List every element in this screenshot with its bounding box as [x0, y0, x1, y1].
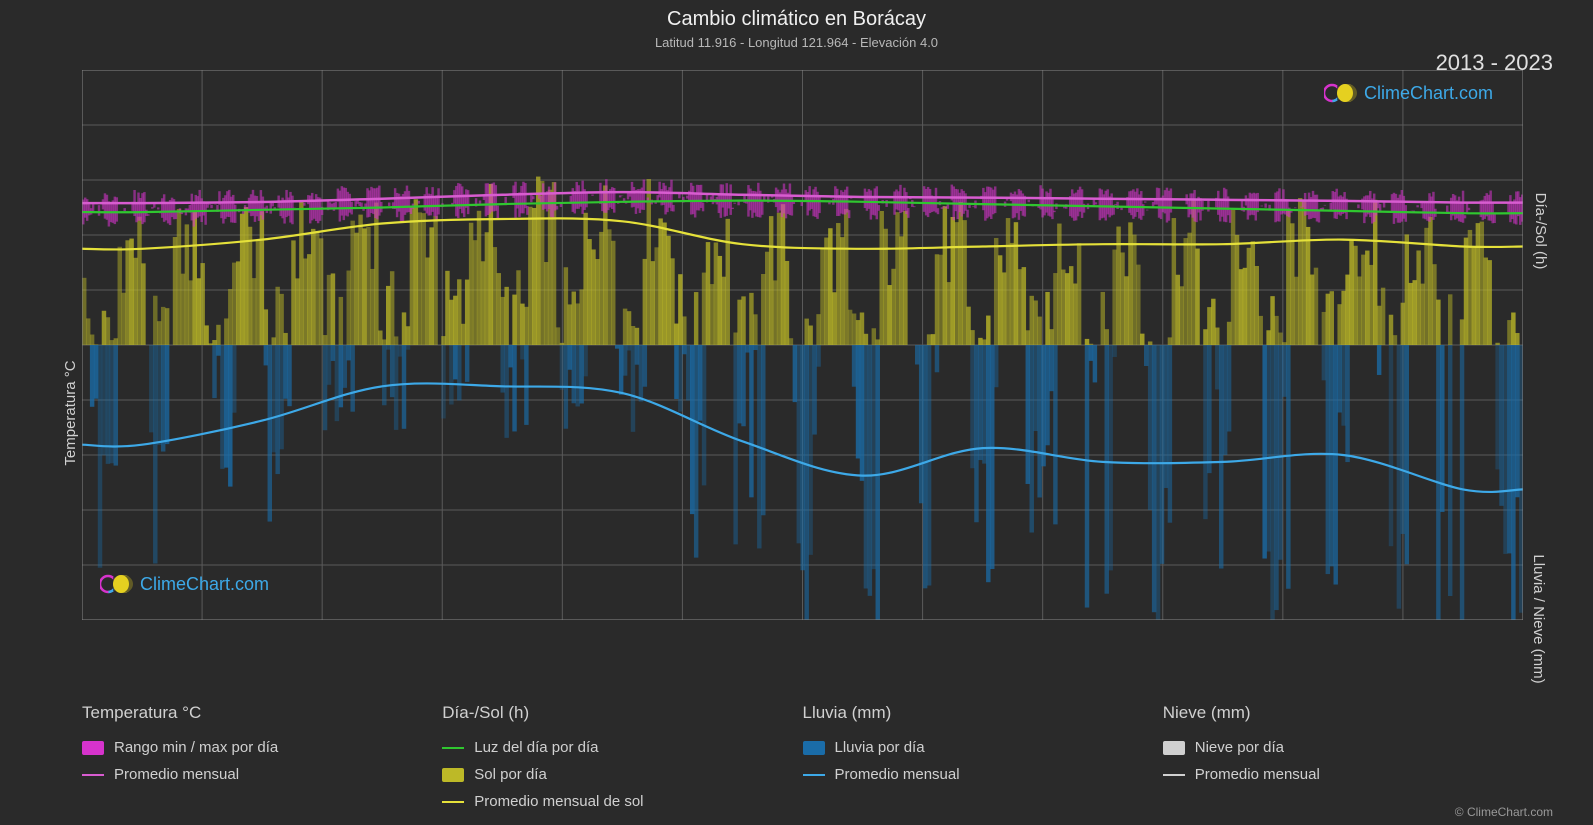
- legend-column: Día-/Sol (h) Luz del día por día Sol por d…: [442, 703, 802, 810]
- legend-label: Promedio mensual: [114, 766, 239, 783]
- legend-item: Rango min / max por día: [82, 739, 442, 756]
- legend-label: Nieve por día: [1195, 739, 1284, 756]
- legend-item: Sol por día: [442, 766, 802, 783]
- legend-item: Luz del día por día: [442, 739, 802, 756]
- legend-title: Lluvia (mm): [803, 703, 1163, 723]
- line-swatch-icon: [1163, 774, 1185, 776]
- legend-column: Lluvia (mm) Lluvia por día Promedio mensua…: [803, 703, 1163, 810]
- legend-item: Promedio mensual: [82, 766, 442, 783]
- legend-label: Promedio mensual: [835, 766, 960, 783]
- brand-text: ClimeChart.com: [1364, 83, 1493, 104]
- swatch-icon: [803, 741, 825, 755]
- line-swatch-icon: [442, 747, 464, 749]
- y-axis-right-bot-label: Lluvia / Nieve (mm): [1530, 554, 1547, 683]
- legend-label: Lluvia por día: [835, 739, 925, 756]
- line-swatch-icon: [442, 801, 464, 803]
- legend-label: Rango min / max por día: [114, 739, 278, 756]
- chart-container: -50-40-30-20-100102030405006121824010203…: [82, 70, 1523, 620]
- legend-column: Temperatura °C Rango min / max por día Pro…: [82, 703, 442, 810]
- line-swatch-icon: [803, 774, 825, 776]
- copyright: © ClimeChart.com: [1455, 805, 1553, 819]
- legend-label: Promedio mensual de sol: [474, 793, 643, 810]
- y-axis-right-top-label: Día-/Sol (h): [1532, 193, 1549, 270]
- climechart-logo-icon: [100, 573, 136, 595]
- chart-subtitle: Latitud 11.916 - Longitud 121.964 - Elev…: [0, 31, 1593, 50]
- legend-title: Día-/Sol (h): [442, 703, 802, 723]
- brand-text: ClimeChart.com: [140, 574, 269, 595]
- legend-item: Lluvia por día: [803, 739, 1163, 756]
- legend-label: Luz del día por día: [474, 739, 598, 756]
- line-swatch-icon: [82, 774, 104, 776]
- brand-logo-top: ClimeChart.com: [1324, 82, 1493, 104]
- legend-item: Promedio mensual: [803, 766, 1163, 783]
- chart-svg: -50-40-30-20-100102030405006121824010203…: [82, 70, 1523, 620]
- swatch-icon: [82, 741, 104, 755]
- legend-label: Sol por día: [474, 766, 547, 783]
- chart-title: Cambio climático en Borácay: [0, 0, 1593, 31]
- legend-item: Nieve por día: [1163, 739, 1523, 756]
- swatch-icon: [442, 768, 464, 782]
- legend-title: Temperatura °C: [82, 703, 442, 723]
- legend-item: Promedio mensual de sol: [442, 793, 802, 810]
- legend-column: Nieve (mm) Nieve por día Promedio mensual: [1163, 703, 1523, 810]
- brand-logo-bottom: ClimeChart.com: [100, 573, 269, 595]
- legend-item: Promedio mensual: [1163, 766, 1523, 783]
- climechart-logo-icon: [1324, 82, 1360, 104]
- legend-title: Nieve (mm): [1163, 703, 1523, 723]
- swatch-icon: [1163, 741, 1185, 755]
- legend: Temperatura °C Rango min / max por día Pro…: [82, 703, 1523, 810]
- y-axis-left-label: Temperatura °C: [62, 360, 79, 465]
- legend-label: Promedio mensual: [1195, 766, 1320, 783]
